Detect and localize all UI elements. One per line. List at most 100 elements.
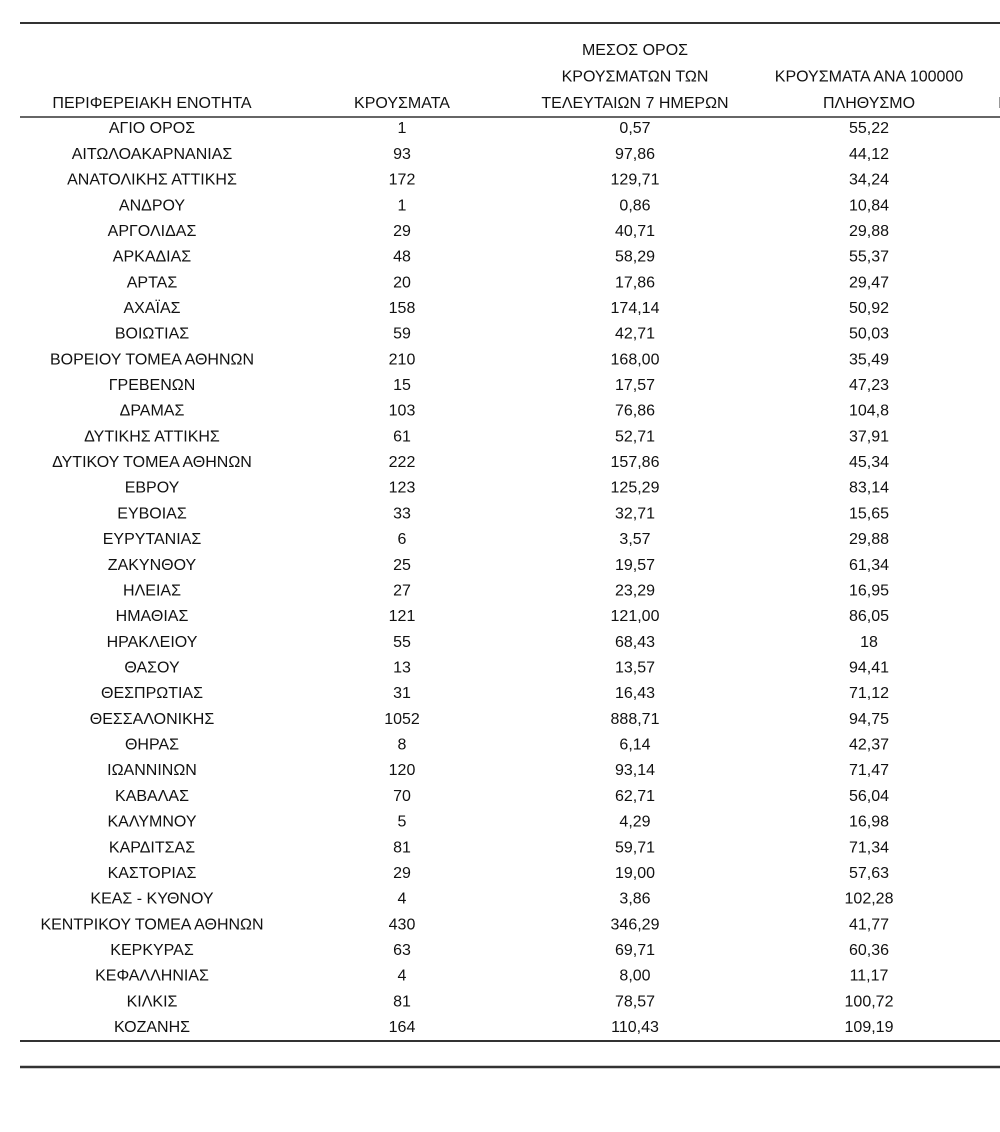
region-name: ΕΒΡΟΥ: [125, 480, 180, 497]
cell: 4: [398, 891, 407, 908]
cell: 29: [393, 223, 411, 240]
cell: 5: [398, 814, 407, 831]
cell: 45,34: [849, 454, 889, 471]
cell: 93: [393, 146, 411, 163]
cell: 78,57: [615, 993, 655, 1010]
cell: 29: [393, 865, 411, 882]
region-name: ΗΡΑΚΛΕΙΟΥ: [107, 634, 198, 651]
cell: 11,17: [850, 968, 889, 985]
cell: 35,49: [849, 351, 889, 368]
region-name: ΓΡΕΒΕΝΩΝ: [109, 377, 196, 394]
cell: 4,29: [619, 814, 650, 831]
cell: 71,12: [849, 685, 889, 702]
cell: 17,86: [615, 274, 655, 291]
cell: 8,00: [619, 968, 650, 985]
cell: 61: [393, 428, 411, 445]
cell: 56,04: [849, 788, 889, 805]
column-header: ΤΕΛΕΥΤΑΙΩΝ 7 ΗΜΕΡΩΝ: [541, 95, 728, 112]
column-header: ΚΡΟΥΣΜΑΤΑ: [354, 95, 450, 112]
cell: 27: [393, 582, 411, 599]
region-name: ΑΡΓΟΛΙΔΑΣ: [108, 223, 197, 240]
cell: 20: [393, 274, 411, 291]
cell: 68,43: [615, 634, 655, 651]
region-name: ΔΥΤΙΚΗΣ ΑΤΤΙΚΗΣ: [84, 428, 220, 445]
cell: 33: [393, 505, 411, 522]
cell: 93,14: [615, 762, 655, 779]
cell: 8: [398, 737, 407, 754]
cell: 17,57: [615, 377, 655, 394]
cell: 121,00: [611, 608, 660, 625]
region-name: ΔΥΤΙΚΟΥ ΤΟΜΕΑ ΑΘΗΝΩΝ: [52, 454, 252, 471]
column-header: ΚΡΟΥΣΜΑΤΑ ΑΝΑ 100000: [775, 69, 964, 86]
cell: 69,71: [615, 942, 655, 959]
cell: 81: [393, 993, 411, 1010]
cell: 55,37: [849, 249, 889, 266]
cell: 10,84: [849, 197, 889, 214]
region-name: ΒΟΙΩΤΙΑΣ: [115, 326, 189, 343]
cell: 94,41: [849, 659, 889, 676]
cell: 3,57: [619, 531, 650, 548]
cell: 59,71: [615, 839, 655, 856]
region-name: ΑΡΤΑΣ: [127, 274, 178, 291]
region-name: ΔΡΑΜΑΣ: [120, 403, 185, 420]
cell: 31: [393, 685, 411, 702]
region-name: ΑΙΤΩΛΟΑΚΑΡΝΑΝΙΑΣ: [72, 146, 233, 163]
cell: 58,29: [615, 249, 655, 266]
region-name: ΘΕΣΣΑΛΟΝΙΚΗΣ: [90, 711, 215, 728]
cell: 6: [398, 531, 407, 548]
cell: 109,19: [845, 1019, 894, 1036]
cell: 100,72: [845, 993, 894, 1010]
column-header: ΠΛΗΘΥΣΜΟ: [823, 95, 915, 112]
region-name: ΚΕΝΤΡΙΚΟΥ ΤΟΜΕΑ ΑΘΗΝΩΝ: [40, 916, 263, 933]
cell: 15: [393, 377, 411, 394]
region-name: ΑΝΑΤΟΛΙΚΗΣ ΑΤΤΙΚΗΣ: [67, 172, 237, 189]
region-name: ΘΑΣΟΥ: [124, 659, 180, 676]
region-name: ΚΟΖΑΝΗΣ: [114, 1019, 190, 1036]
cell: 6,14: [619, 737, 650, 754]
cell: 1: [398, 120, 407, 137]
cell: 29,88: [849, 223, 889, 240]
cell: 1052: [384, 711, 420, 728]
cell: 29,88: [849, 531, 889, 548]
cell: 16,43: [615, 685, 655, 702]
cell: 18: [860, 634, 878, 651]
cell: 129,71: [611, 172, 660, 189]
cell: 47,23: [849, 377, 889, 394]
region-name: ΚΑΛΥΜΝΟΥ: [108, 814, 197, 831]
cell: 86,05: [849, 608, 889, 625]
cell: 60,36: [849, 942, 889, 959]
cell: 71,34: [849, 839, 889, 856]
region-name: ΘΗΡΑΣ: [125, 737, 179, 754]
region-name: ΚΕΦΑΛΛΗΝΙΑΣ: [95, 968, 209, 985]
region-name: ΚΕΑΣ - ΚΥΘΝΟΥ: [90, 891, 214, 908]
cell: 157,86: [611, 454, 660, 471]
cell: 55,22: [849, 120, 889, 137]
region-name: ΑΡΚΑΔΙΑΣ: [113, 249, 191, 266]
region-name: ΚΕΡΚΥΡΑΣ: [110, 942, 194, 959]
cell: 15,65: [849, 505, 889, 522]
cell: 37,91: [849, 428, 889, 445]
cell: 172: [389, 172, 416, 189]
cell: 125,29: [611, 480, 660, 497]
cell: 32,71: [615, 505, 655, 522]
cell: 59: [393, 326, 411, 343]
cell: 41,77: [849, 916, 889, 933]
cell: 34,24: [849, 172, 889, 189]
region-name: ΚΑΡΔΙΤΣΑΣ: [109, 839, 195, 856]
cell: 76,86: [615, 403, 655, 420]
cell: 63: [393, 942, 411, 959]
cell: 19,57: [615, 557, 655, 574]
cell: 13,57: [615, 659, 655, 676]
region-name: ΑΝΔΡΟΥ: [119, 197, 186, 214]
cell: 3,86: [619, 891, 650, 908]
region-name: ΒΟΡΕΙΟΥ ΤΟΜΕΑ ΑΘΗΝΩΝ: [50, 351, 254, 368]
cell: 70: [393, 788, 411, 805]
cell: 102,28: [845, 891, 894, 908]
cell: 29,47: [849, 274, 889, 291]
cell: 4: [398, 968, 407, 985]
cell: 52,71: [615, 428, 655, 445]
cell: 97,86: [615, 146, 655, 163]
cell: 120: [389, 762, 416, 779]
cell: 158: [389, 300, 416, 317]
cell: 0,86: [619, 197, 650, 214]
